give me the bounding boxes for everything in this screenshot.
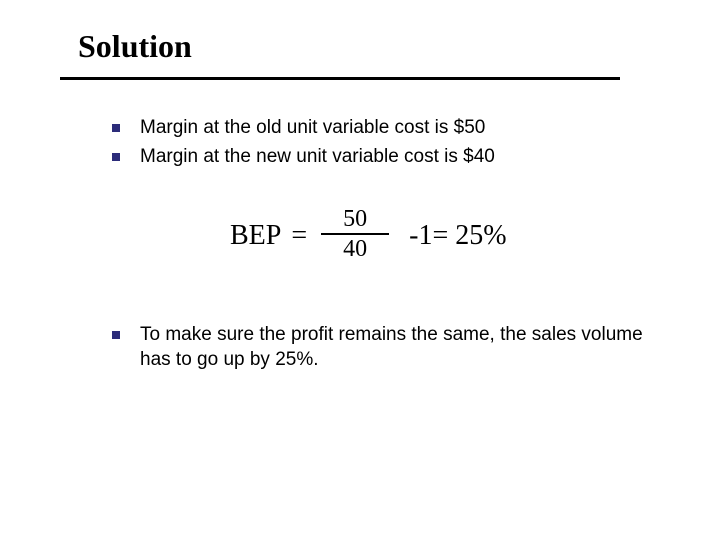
slide-container: Solution Margin at the old unit variable… <box>0 0 720 417</box>
fraction-denominator: 40 <box>343 235 367 261</box>
fraction: 50 40 <box>321 207 389 261</box>
fraction-numerator: 50 <box>343 207 367 233</box>
bullet-list: Margin at the old unit variable cost is … <box>112 116 660 169</box>
formula-label: BEP <box>230 220 281 252</box>
formula-result: -1= 25% <box>409 220 506 252</box>
list-item: Margin at the old unit variable cost is … <box>112 116 660 141</box>
slide-title: Solution <box>78 28 660 65</box>
bullet-square-icon <box>112 153 120 161</box>
bullet-square-icon <box>112 331 120 339</box>
list-item: Margin at the new unit variable cost is … <box>112 145 660 170</box>
list-item: To make sure the profit remains the same… <box>112 323 660 372</box>
formula-row: BEP = 50 40 -1= 25% <box>230 209 660 263</box>
bullet-square-icon <box>112 124 120 132</box>
conclusion-group: To make sure the profit remains the same… <box>112 323 660 372</box>
title-divider <box>60 77 620 80</box>
conclusion-text: To make sure the profit remains the same… <box>140 323 660 372</box>
bullet-text: Margin at the old unit variable cost is … <box>140 116 485 141</box>
formula-equals: = <box>291 220 307 252</box>
bullet-text: Margin at the new unit variable cost is … <box>140 145 495 170</box>
